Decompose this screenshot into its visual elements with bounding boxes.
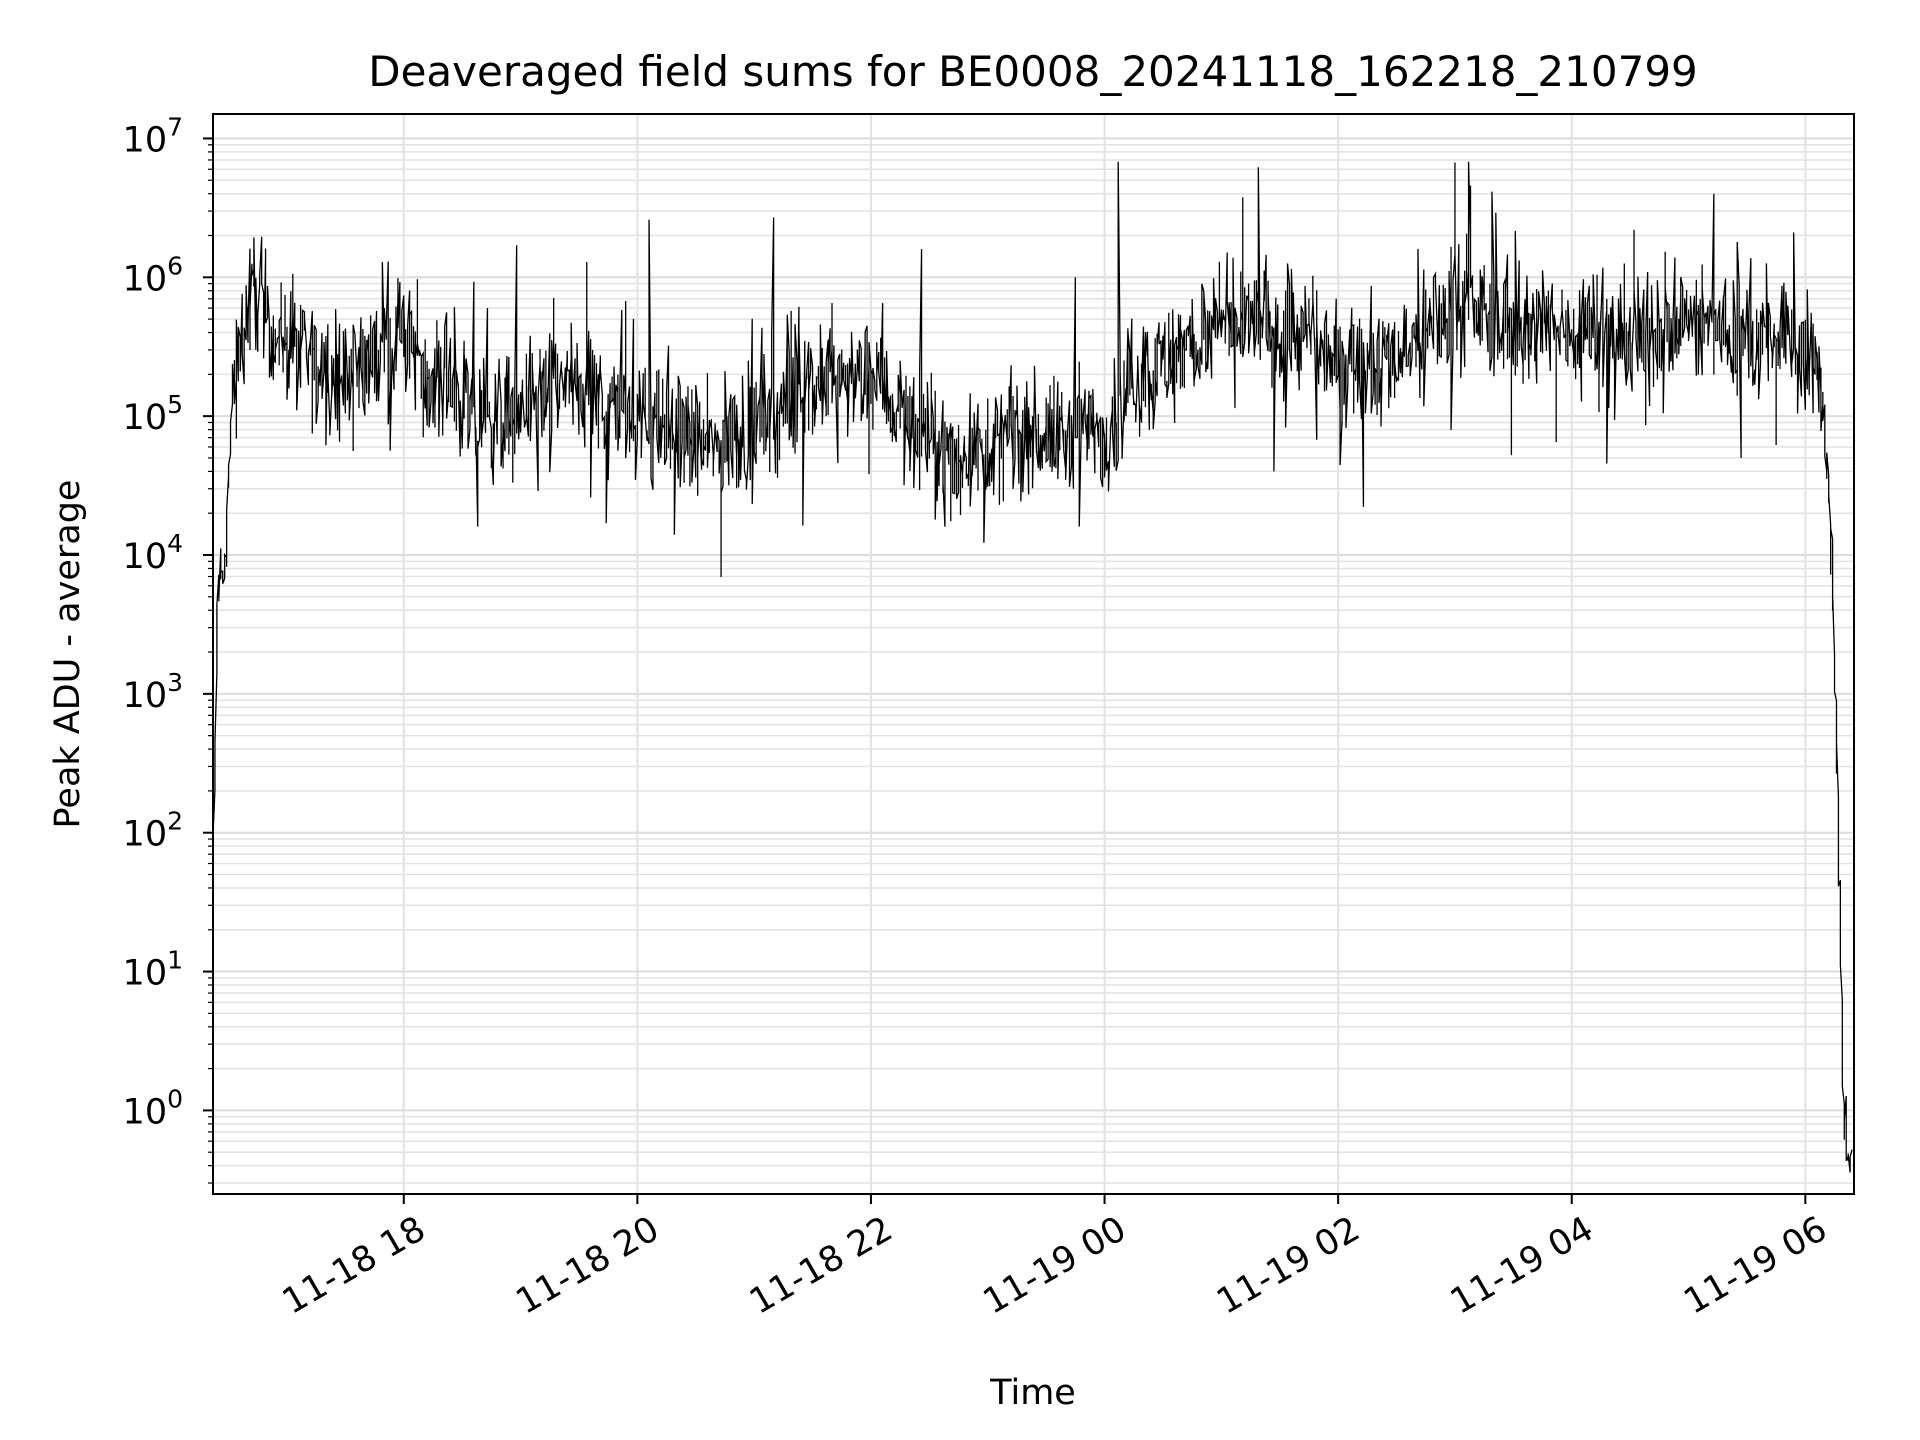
x-tick-label: 11-19 04 bbox=[1444, 1209, 1600, 1322]
y-tick-label: 106 bbox=[123, 251, 183, 299]
x-tick-label: 11-19 06 bbox=[1678, 1209, 1834, 1322]
y-tick-label: 104 bbox=[123, 529, 183, 577]
y-tick-label: 102 bbox=[123, 807, 183, 855]
x-tick-label: 11-19 00 bbox=[977, 1209, 1133, 1322]
y-tick-label: 101 bbox=[123, 946, 183, 994]
grid bbox=[213, 114, 1854, 1194]
x-tick-label: 11-19 02 bbox=[1210, 1209, 1366, 1322]
x-axis: 11-18 18 11-18 20 11-18 22 11-19 00 11-19 02… bbox=[276, 1194, 1834, 1322]
chart-title: Deaveraged field sums for BE0008_2024111… bbox=[368, 47, 1698, 96]
plot-frame bbox=[212, 113, 1855, 1195]
x-axis-label: Time bbox=[989, 1373, 1076, 1413]
x-tick-label: 11-18 22 bbox=[743, 1209, 899, 1322]
y-tick-label: 105 bbox=[123, 390, 183, 438]
y-tick-label: 100 bbox=[123, 1084, 183, 1132]
y-tick-label: 107 bbox=[123, 112, 183, 160]
x-tick-label: 11-18 20 bbox=[510, 1209, 666, 1322]
x-tick-label: 11-18 18 bbox=[276, 1209, 432, 1322]
y-axis-label: Peak ADU - average bbox=[48, 480, 88, 829]
y-tick-label: 103 bbox=[123, 668, 183, 716]
y-axis: 100 101 102 103 104 105 106 107 bbox=[123, 112, 213, 1184]
series-line bbox=[212, 161, 1853, 1173]
